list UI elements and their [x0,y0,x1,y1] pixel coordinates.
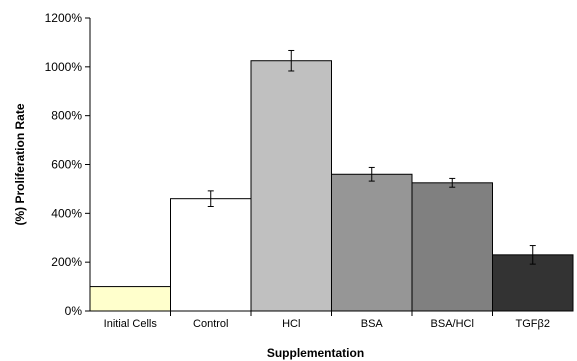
y-tick-label-3: 600% [51,158,82,172]
y-tick-label-4: 800% [51,109,82,123]
x-axis-title: Supplementation [267,346,364,360]
y-axis-title: (%) Proliferation Rate [13,103,27,225]
y-axis-ticks: 0% 200% 400% 600% 800% 1000% 1200% [45,11,90,318]
error-bar-1 [207,190,214,207]
y-tick-label-5: 1000% [45,60,83,74]
bar-0 [89,286,171,312]
x-tick-label-0: Initial Cells [104,318,158,330]
y-tick-label-6: 1200% [45,11,83,25]
x-tick-label-5: TGFβ2 [516,318,550,330]
error-bar-5 [529,245,536,265]
y-tick-label-1: 200% [51,255,82,269]
bar-4 [411,182,493,312]
error-bar-4 [449,177,456,188]
error-bar-2 [288,49,295,72]
x-tick-label-2: HCl [282,318,300,330]
x-axis-category-labels: Initial Cells Control HCl BSA BSA/HCl TGFβ2 [104,311,550,330]
x-tick-label-1: Control [193,318,228,330]
x-tick-label-3: BSA [361,318,384,330]
bar-1 [170,198,252,312]
bars-group [89,60,574,312]
error-bars-group [207,49,536,265]
y-tick-label-2: 400% [51,206,82,220]
x-tick-label-4: BSA/HCl [431,318,474,330]
y-tick-label-0: 0% [65,304,83,318]
error-bar-3 [368,166,375,182]
bar-2 [250,60,332,312]
bar-3 [331,173,413,312]
